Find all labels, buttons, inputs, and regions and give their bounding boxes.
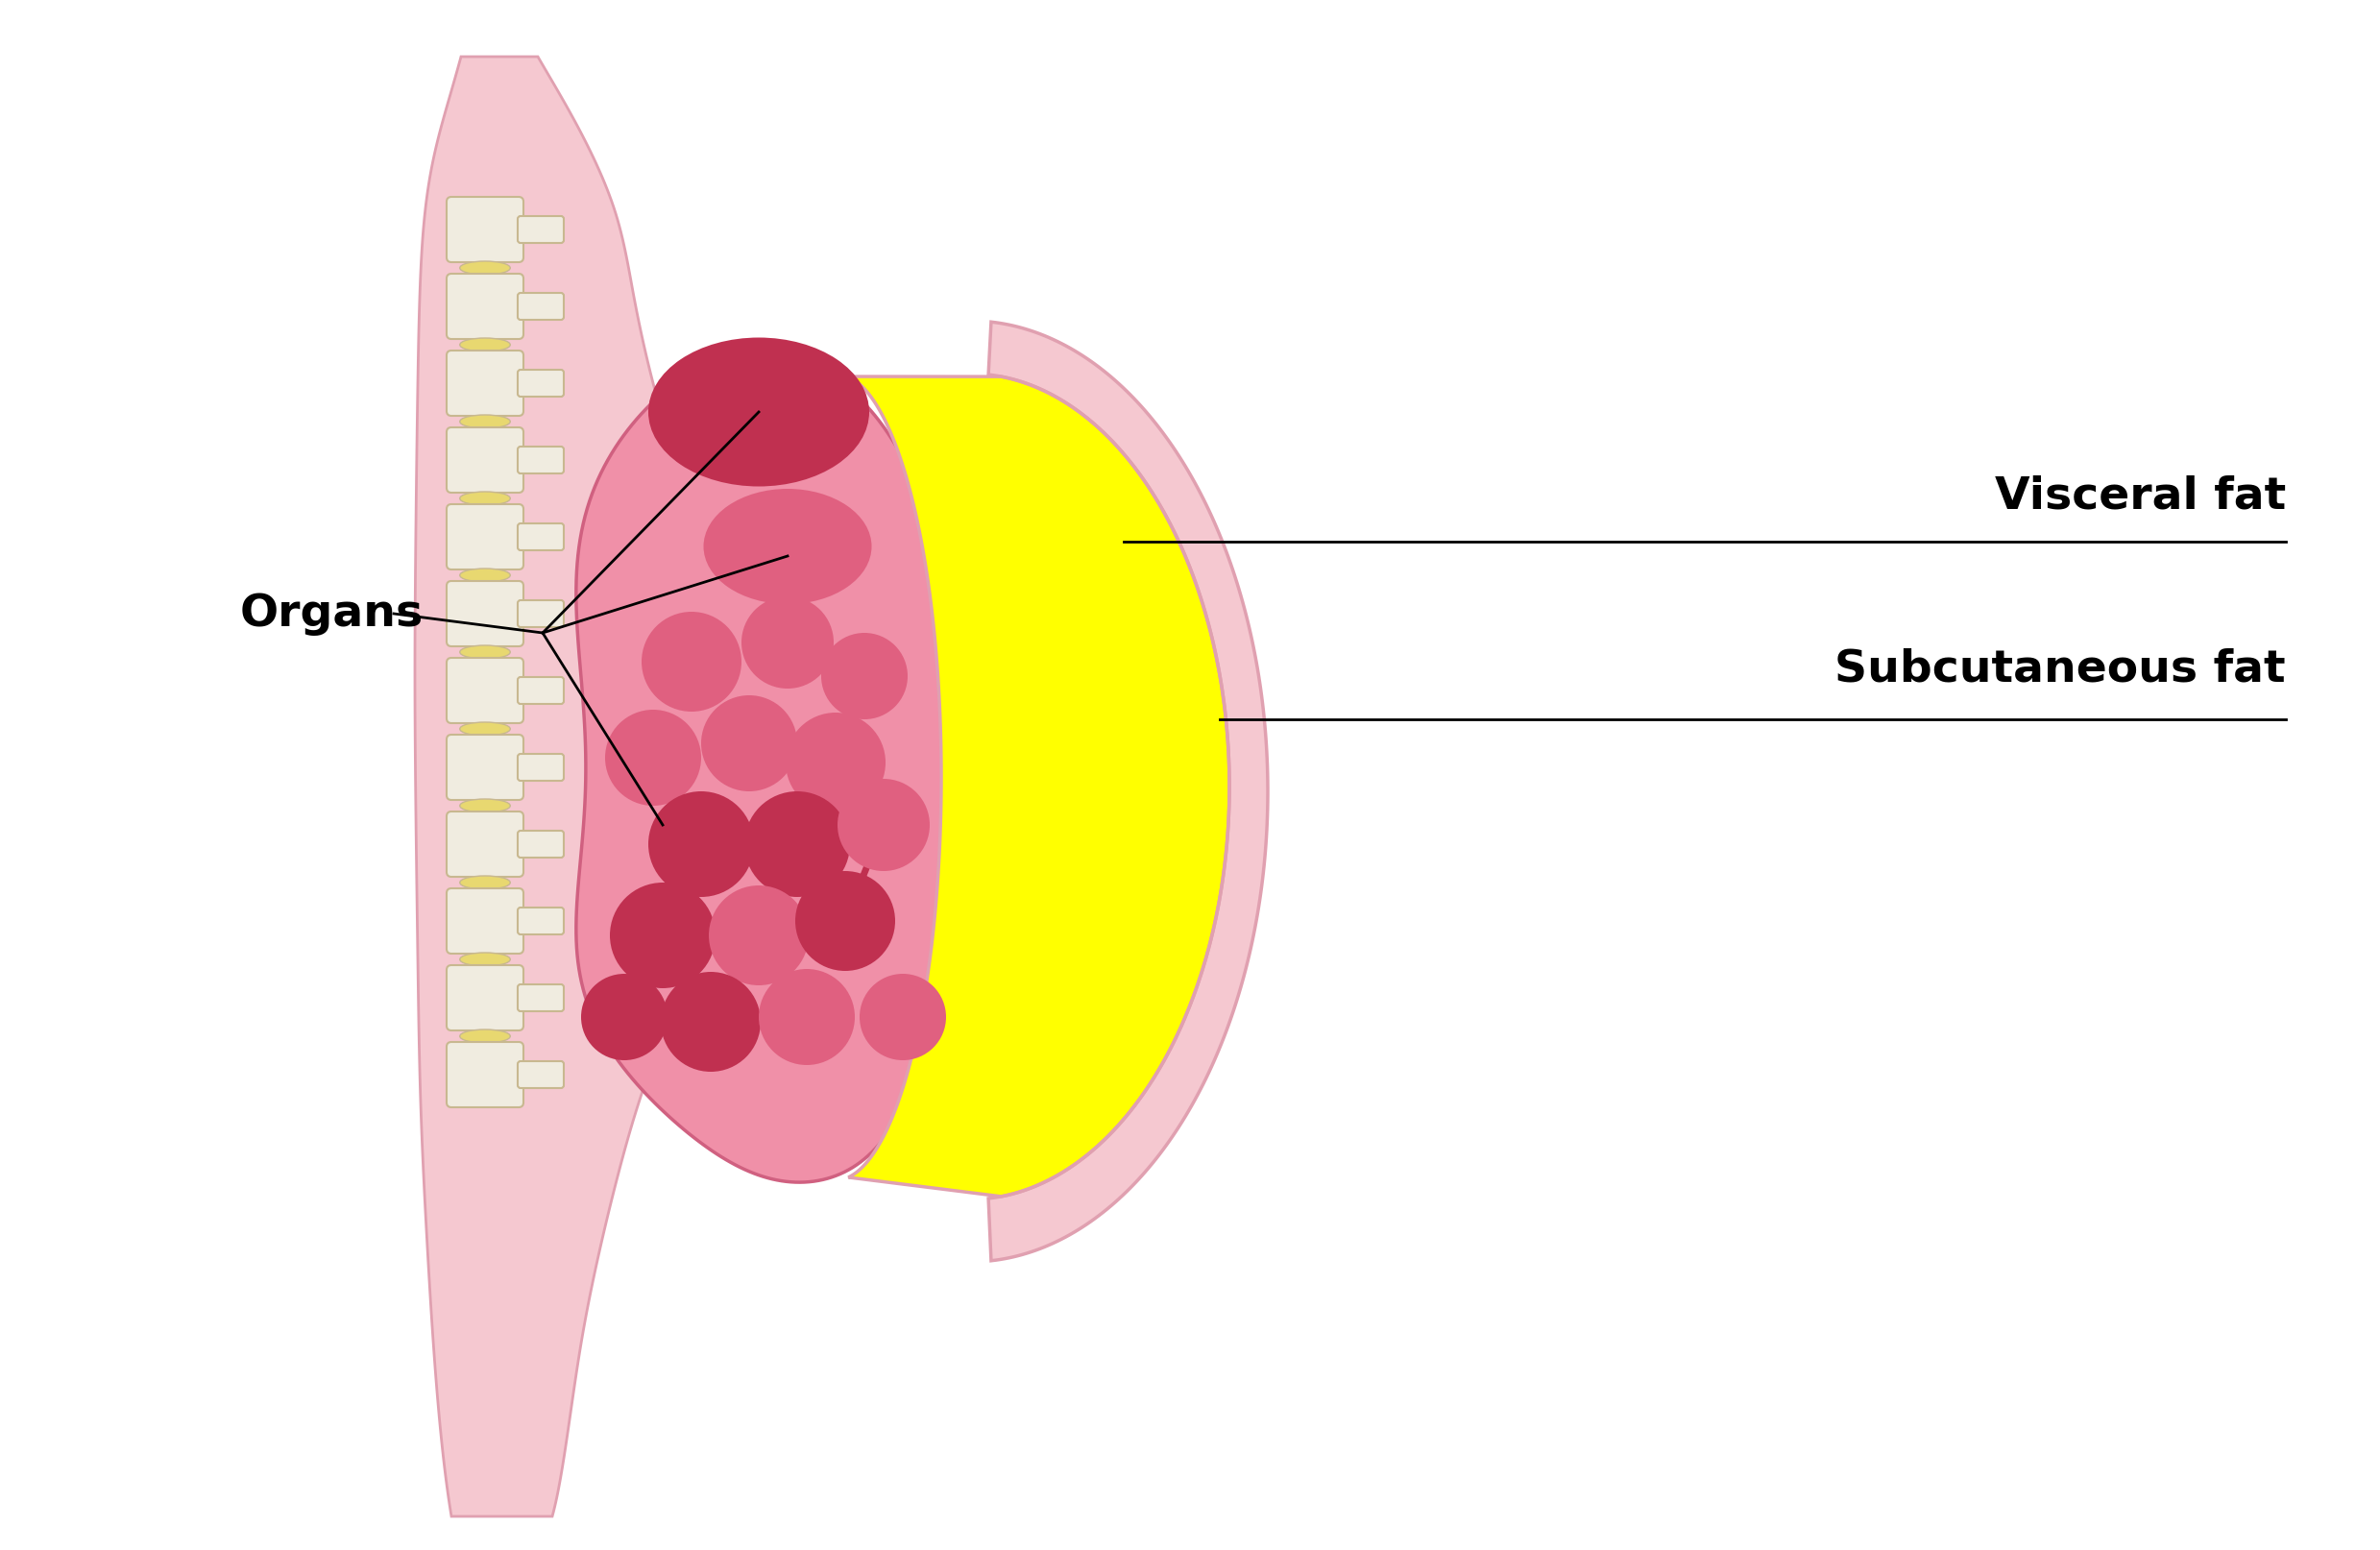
FancyBboxPatch shape	[519, 217, 564, 243]
FancyBboxPatch shape	[447, 505, 524, 570]
Circle shape	[838, 780, 931, 871]
FancyBboxPatch shape	[519, 448, 564, 474]
Ellipse shape	[459, 646, 509, 659]
FancyBboxPatch shape	[447, 274, 524, 339]
Ellipse shape	[459, 569, 509, 583]
FancyBboxPatch shape	[447, 428, 524, 493]
FancyBboxPatch shape	[447, 966, 524, 1031]
Circle shape	[795, 871, 895, 972]
Circle shape	[609, 883, 716, 989]
Circle shape	[709, 887, 809, 986]
FancyBboxPatch shape	[447, 812, 524, 877]
Circle shape	[643, 612, 743, 711]
FancyBboxPatch shape	[519, 1062, 564, 1088]
FancyBboxPatch shape	[447, 1042, 524, 1108]
FancyBboxPatch shape	[519, 601, 564, 628]
Circle shape	[581, 973, 666, 1060]
FancyBboxPatch shape	[519, 370, 564, 397]
Text: Visceral fat: Visceral fat	[1994, 476, 2285, 518]
Circle shape	[759, 969, 854, 1065]
Circle shape	[785, 713, 885, 812]
Circle shape	[743, 597, 833, 690]
Ellipse shape	[459, 876, 509, 890]
Ellipse shape	[459, 800, 509, 812]
FancyBboxPatch shape	[519, 984, 564, 1012]
Circle shape	[745, 792, 850, 897]
Ellipse shape	[459, 415, 509, 429]
Text: Subcutaneous fat: Subcutaneous fat	[1835, 648, 2285, 691]
Circle shape	[859, 973, 945, 1060]
Circle shape	[605, 710, 702, 806]
Ellipse shape	[459, 493, 509, 505]
FancyBboxPatch shape	[447, 735, 524, 800]
Ellipse shape	[459, 262, 509, 276]
Polygon shape	[988, 322, 1269, 1260]
FancyBboxPatch shape	[519, 908, 564, 935]
Circle shape	[702, 696, 797, 792]
FancyBboxPatch shape	[519, 524, 564, 550]
FancyBboxPatch shape	[519, 293, 564, 321]
FancyBboxPatch shape	[447, 659, 524, 724]
FancyBboxPatch shape	[519, 755, 564, 781]
FancyBboxPatch shape	[447, 352, 524, 417]
FancyBboxPatch shape	[447, 198, 524, 264]
Circle shape	[662, 972, 762, 1073]
FancyBboxPatch shape	[447, 581, 524, 646]
FancyBboxPatch shape	[519, 677, 564, 704]
Polygon shape	[414, 57, 693, 1516]
Circle shape	[647, 792, 754, 897]
Ellipse shape	[459, 722, 509, 736]
Polygon shape	[847, 377, 1230, 1197]
Ellipse shape	[459, 339, 509, 352]
Ellipse shape	[704, 490, 871, 604]
Text: Organs: Organs	[240, 592, 424, 636]
FancyBboxPatch shape	[519, 831, 564, 859]
Ellipse shape	[647, 338, 869, 487]
Circle shape	[821, 634, 907, 719]
Ellipse shape	[459, 953, 509, 967]
Ellipse shape	[459, 1029, 509, 1043]
FancyBboxPatch shape	[447, 888, 524, 953]
Polygon shape	[576, 353, 1028, 1183]
